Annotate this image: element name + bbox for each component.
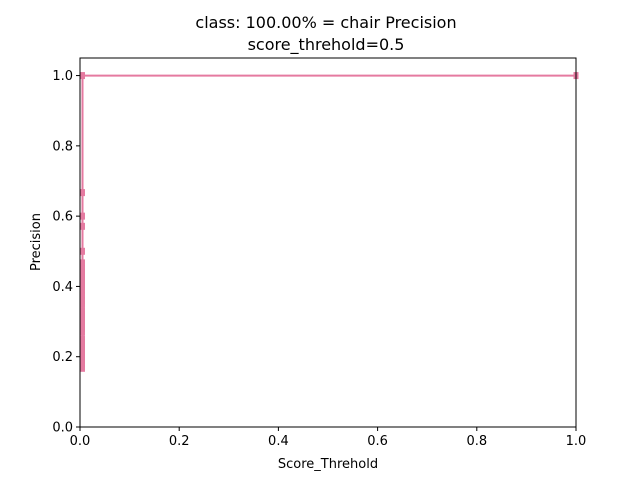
data-point [79,346,85,354]
y-axis-ticks: 0.0 0.2 0.4 0.6 0.8 1.0 [52,69,80,436]
data-point [79,325,85,333]
data-point [79,286,85,294]
data-point [79,311,85,319]
plot-frame [79,57,577,428]
data-point [79,356,85,364]
data-point [79,212,85,220]
x-tick-label: 0.8 [466,434,487,449]
data-point [79,189,85,197]
x-axis-ticks: 0.0 0.2 0.4 0.6 0.8 1.0 [70,427,587,449]
x-axis-label: Score_Threhold [278,457,378,472]
chart-title: class: 100.00% = chair Precision [195,13,456,32]
y-tick-label: 0.8 [52,139,73,154]
data-point [79,335,85,343]
data-point [79,321,85,329]
y-axis-label: Precision [29,213,44,271]
y-tick-label: 0.4 [52,280,73,295]
x-tick-label: 0.0 [70,434,91,449]
data-point [79,282,85,290]
plot-series [79,72,579,372]
data-point [79,342,85,350]
data-point [79,291,85,299]
y-tick-label: 0.2 [52,350,73,365]
data-point [79,296,85,304]
data-point [79,247,85,255]
x-tick-label: 0.6 [367,434,388,449]
data-point [79,349,85,357]
data-point [79,339,85,347]
data-point [79,318,85,326]
data-point [79,265,85,273]
y-tick-label: 0.0 [52,421,73,436]
data-point [79,364,85,372]
data-point [79,272,85,280]
x-tick-label: 1.0 [566,434,587,449]
data-point [79,279,85,287]
data-point [79,360,85,368]
data-point [79,307,85,315]
data-point [79,353,85,361]
data-point [79,268,85,276]
x-tick-label: 0.2 [169,434,190,449]
y-tick-label: 1.0 [52,69,73,84]
data-point [79,72,85,80]
data-point [79,275,85,283]
y-tick-label: 0.6 [52,210,73,225]
data-point [79,314,85,322]
data-point [79,259,85,267]
data-point [79,222,85,230]
x-tick-label: 0.4 [268,434,289,449]
data-point [79,300,85,308]
chart-subtitle: score_threhold=0.5 [248,35,405,55]
data-point [79,328,85,336]
